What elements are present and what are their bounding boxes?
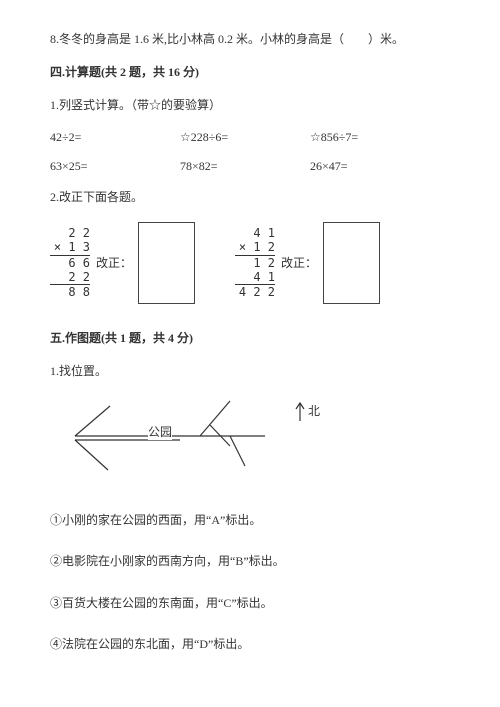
- correct-label-2: 改正：: [281, 254, 317, 271]
- section-4-heading: 四.计算题(共 2 题，共 16 分): [50, 63, 450, 82]
- section-5-q1: 1.找位置。: [50, 362, 450, 381]
- correct-label-1: 改正：: [96, 254, 132, 271]
- vmul2-r3: 1 2: [235, 256, 275, 270]
- eq-2a: 63×25=: [50, 159, 180, 174]
- item-c: ③百货大楼在公园的东南面，用“C”标出。: [50, 594, 450, 613]
- equation-row-1: 42÷2= ☆228÷6= ☆856÷7=: [50, 130, 450, 145]
- equation-row-2: 63×25= 78×82= 26×47=: [50, 159, 450, 174]
- vmul2-r1: 4 1: [235, 226, 275, 240]
- vmul2-r4: 4 1: [235, 270, 275, 284]
- vmul1-r2: × 1 3: [50, 240, 90, 254]
- vmul1-r3: 6 6: [50, 256, 90, 270]
- vmul2-r2: × 1 2: [235, 240, 275, 254]
- section-4-q1: 1.列竖式计算。（带☆的要验算）: [50, 96, 450, 115]
- section-5-heading: 五.作图题(共 1 题，共 4 分): [50, 329, 450, 348]
- park-label: 公园: [148, 423, 172, 440]
- item-d: ④法院在公园的东北面，用“D”标出。: [50, 635, 450, 654]
- vmul1-r4: 2 2: [50, 270, 90, 284]
- north-indicator: 北: [295, 401, 320, 423]
- eq-1b: ☆228÷6=: [180, 130, 310, 145]
- north-arrow-icon: [295, 401, 305, 423]
- section-4-q2: 2.改正下面各题。: [50, 188, 450, 207]
- question-8: 8.冬冬的身高是 1.6 米,比小林高 0.2 米。小林的身高是（ ）米。: [50, 30, 450, 49]
- vmul2-r5: 4 2 2: [235, 285, 275, 299]
- item-a: ①小刚的家在公园的西面，用“A”标出。: [50, 511, 450, 530]
- vertical-mul-1: 2 2 × 1 3 6 6 2 2 8 8: [50, 226, 90, 300]
- north-label: 北: [308, 404, 320, 418]
- eq-1c: ☆856÷7=: [310, 130, 440, 145]
- correction-box-1: [138, 222, 195, 304]
- correction-row: 2 2 × 1 3 6 6 2 2 8 8 改正： 4 1 × 1 2 1 2 …: [50, 222, 450, 304]
- eq-2c: 26×47=: [310, 159, 440, 174]
- vmul1-r5: 8 8: [50, 285, 90, 299]
- page: 8.冬冬的身高是 1.6 米,比小林高 0.2 米。小林的身高是（ ）米。 四.…: [0, 0, 500, 698]
- vmul1-r1: 2 2: [50, 226, 90, 240]
- item-b: ②电影院在小刚家的西南方向，用“B”标出。: [50, 552, 450, 571]
- eq-2b: 78×82=: [180, 159, 310, 174]
- eq-1a: 42÷2=: [50, 130, 180, 145]
- vertical-mul-2: 4 1 × 1 2 1 2 4 1 4 2 2: [235, 226, 275, 300]
- correction-box-2: [323, 222, 380, 304]
- map-diagram: 公园 北: [70, 396, 370, 486]
